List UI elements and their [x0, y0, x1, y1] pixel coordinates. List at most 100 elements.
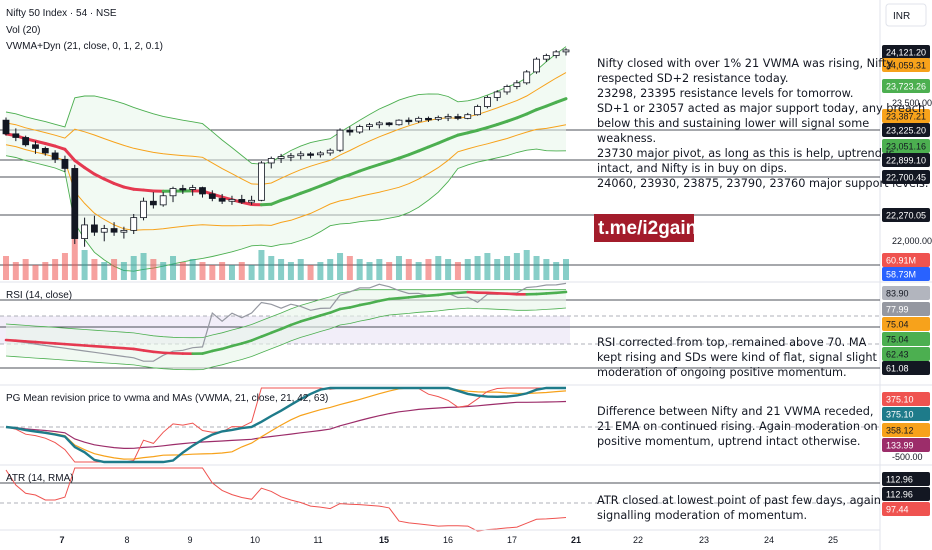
- rsi-ma-segment: [122, 346, 136, 351]
- price-tag-label: 22,899.10: [886, 156, 926, 166]
- pg-title[interactable]: PG Mean revision price to vwma and MAs (…: [6, 393, 328, 404]
- candle-body: [454, 116, 462, 119]
- price-tag-label: 22,270.05: [886, 211, 926, 221]
- price-tag-label: 24,059.31: [886, 61, 926, 71]
- band-upper-2: [5, 46, 567, 165]
- volume-bar: [415, 262, 422, 280]
- vwma-segment: [83, 166, 96, 176]
- price-note-line-4: below this and sustaining lower will sig…: [597, 117, 869, 130]
- volume-bar: [484, 253, 491, 280]
- vwma-segment: [102, 177, 116, 185]
- pg-tick-minus500: -500.00: [892, 452, 923, 462]
- rsi-ma-segment: [358, 301, 371, 307]
- volume-bar: [405, 259, 412, 280]
- volume-bar: [346, 256, 353, 280]
- price-note-line-5: weakness.: [597, 132, 656, 145]
- rsi-ma-segment: [230, 342, 244, 348]
- vwma-segment: [328, 176, 342, 184]
- rsi-ma-segment: [211, 347, 224, 353]
- vwma-segment: [525, 108, 539, 116]
- candle-body: [120, 229, 128, 233]
- vwma-segment: [417, 145, 430, 153]
- symbol-title[interactable]: Nifty 50 Index · 54 · NSE: [6, 8, 117, 19]
- volume-bar: [61, 253, 68, 280]
- pg-tag-bg: [882, 392, 930, 406]
- volume-bar: [337, 253, 344, 280]
- rsi-title[interactable]: RSI (14, close): [6, 290, 72, 301]
- volume-bar: [563, 259, 569, 280]
- volume-bar: [553, 262, 560, 280]
- vwma-segment: [505, 116, 519, 123]
- candle-body: [444, 116, 452, 119]
- rsi-tag-label: 61.08: [886, 364, 909, 374]
- time-axis[interactable]: 7 8 9 10 11 15 16 17 21 22 23 24 25: [0, 529, 880, 545]
- band-lower-1: [5, 124, 567, 231]
- rsi-note-line-1: kept rising and SDs were kind of flat, s…: [597, 351, 878, 364]
- volume-tag-bg: [882, 253, 930, 267]
- price-tick-22000: 22,000.00: [892, 236, 932, 246]
- vwma-segment: [269, 198, 283, 206]
- rsi-ma-segment: [299, 317, 312, 323]
- price-tag-label: 22,700.45: [886, 173, 926, 183]
- atr-title[interactable]: ATR (14, RMA): [6, 473, 74, 484]
- vwma-segment: [476, 126, 489, 132]
- volume-bar: [278, 259, 285, 280]
- volume-bar: [327, 259, 334, 280]
- brand-label: t.me/i2gain: [598, 218, 697, 239]
- candle-body: [562, 49, 570, 53]
- rsi-ma-segment: [348, 303, 361, 309]
- price-annotation: Nifty closed with over 1% 21 VWMA was ri…: [597, 57, 929, 190]
- rsi-ma-segment: [161, 351, 175, 355]
- rsi-ma-segment: [142, 349, 155, 354]
- vwma-segment: [535, 104, 548, 112]
- candle-body: [81, 224, 88, 239]
- candle-body: [208, 193, 216, 199]
- time-tick-label: 10: [250, 535, 260, 545]
- volume-bar: [209, 265, 216, 280]
- time-tick-label: 17: [507, 535, 517, 545]
- volume-bar: [238, 262, 245, 280]
- candle-body: [130, 217, 138, 231]
- price-tag-bg: [882, 170, 930, 184]
- pg-ma-63-line: [5, 400, 567, 450]
- volume-bar: [130, 256, 137, 280]
- rsi-ma-segment: [378, 297, 391, 303]
- currency-button[interactable]: [885, 3, 927, 27]
- candle-body: [552, 51, 560, 56]
- candle-body: [434, 117, 442, 120]
- rsi-ma-segment: [24, 340, 37, 344]
- vwma-segment: [53, 144, 67, 151]
- price-tag-bg: [882, 58, 930, 72]
- candle-body: [218, 198, 226, 202]
- rsi-ma-segment: [387, 296, 401, 301]
- vwma-segment: [397, 153, 411, 160]
- candle-body: [110, 228, 118, 233]
- rsi-ma-segment: [436, 292, 450, 297]
- price-note-line-2: 23298, 23395 resistance levels for tomor…: [597, 87, 853, 100]
- volume-bar: [435, 256, 442, 280]
- indicator-volume-label[interactable]: Vol (20): [6, 25, 40, 36]
- indicator-vwma-label[interactable]: VWMA+Dyn (21, close, 0, 1, 2, 0.1): [6, 41, 163, 52]
- candle-body: [51, 152, 59, 160]
- vwma-segment: [122, 185, 136, 191]
- candle-body: [12, 133, 20, 138]
- volume-bar: [179, 262, 186, 280]
- rsi-ma-segment: [397, 296, 411, 300]
- vwma-segment: [289, 191, 303, 199]
- rsi-ma-segment: [417, 294, 430, 298]
- candle-body: [425, 117, 432, 121]
- price-tag-bg: [882, 109, 930, 123]
- rsi-tag-bg: [882, 332, 930, 346]
- candle-body: [542, 55, 550, 60]
- candle-body: [32, 144, 39, 149]
- vwma-segment: [348, 169, 362, 177]
- time-tick-label: 15: [379, 535, 389, 545]
- candle-body: [307, 153, 314, 156]
- vwma-segment: [309, 184, 322, 192]
- candle-body: [179, 188, 187, 191]
- candle-body: [140, 200, 147, 219]
- candle-body: [316, 152, 324, 156]
- volume-bar: [3, 256, 9, 280]
- rsi-tag-bg: [882, 317, 930, 331]
